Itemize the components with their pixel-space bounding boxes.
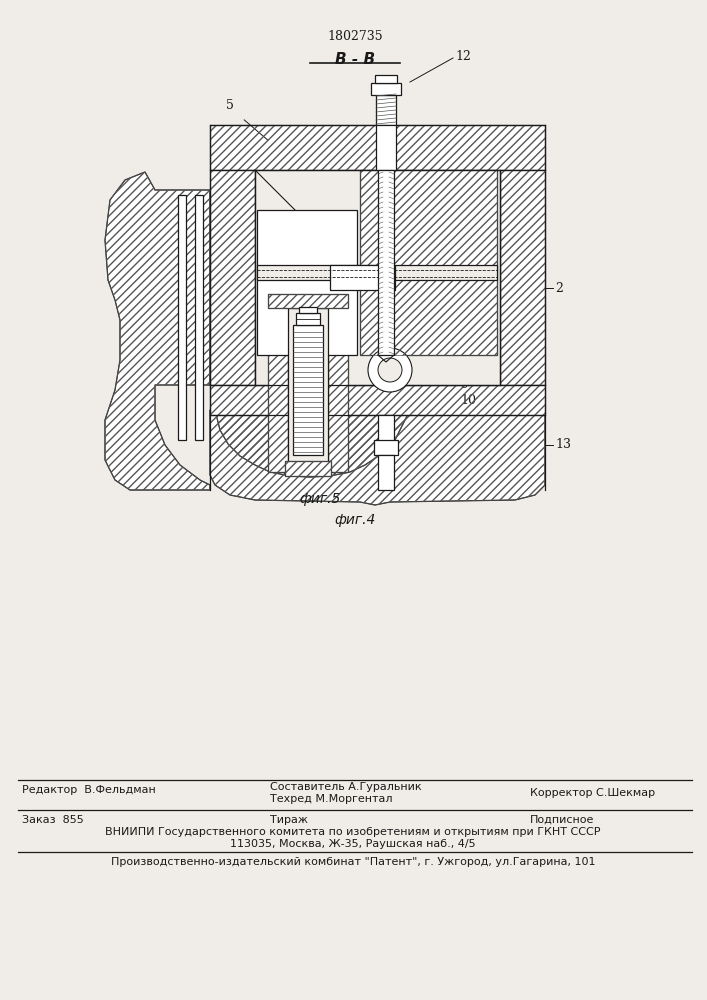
Text: 12: 12	[455, 49, 471, 62]
Bar	[299, 307, 317, 313]
Bar	[268, 294, 348, 308]
Circle shape	[378, 358, 402, 382]
Text: 7: 7	[460, 363, 468, 376]
Bar	[378, 170, 394, 355]
Bar	[257, 210, 357, 355]
Bar	[375, 75, 397, 83]
Text: Тираж: Тираж	[270, 815, 308, 825]
Bar	[376, 95, 396, 125]
Bar	[378, 415, 394, 445]
Bar	[210, 125, 545, 170]
Bar	[500, 170, 545, 385]
Polygon shape	[105, 172, 210, 490]
Bar	[210, 385, 545, 415]
Polygon shape	[268, 308, 348, 472]
Text: Редактор  В.Фельдман: Редактор В.Фельдман	[22, 785, 156, 795]
Bar	[371, 83, 401, 95]
Bar	[285, 461, 331, 476]
Text: Техред М.Моргентал: Техред М.Моргентал	[270, 794, 392, 804]
Polygon shape	[210, 410, 545, 505]
Text: 113035, Москва, Ж-35, Раушская наб., 4/5: 113035, Москва, Ж-35, Раушская наб., 4/5	[230, 839, 476, 849]
Text: Составитель А.Гуральник: Составитель А.Гуральник	[270, 782, 421, 792]
Text: 5: 5	[226, 99, 234, 112]
Text: 5: 5	[460, 296, 468, 310]
Text: Корректор С.Шекмар: Корректор С.Шекмар	[530, 788, 655, 798]
Bar	[255, 170, 500, 385]
Bar	[374, 440, 398, 455]
Bar	[178, 195, 186, 440]
Bar	[500, 170, 545, 385]
Text: 1802735: 1802735	[327, 30, 382, 43]
Circle shape	[368, 348, 412, 392]
Bar	[296, 313, 320, 325]
Text: Подписное: Подписное	[530, 815, 595, 825]
Text: Заказ  855: Заказ 855	[22, 815, 83, 825]
Text: фиг.4: фиг.4	[334, 513, 375, 527]
Text: Производственно-издательский комбинат "Патент", г. Ужгород, ул.Гагарина, 101: Производственно-издательский комбинат "П…	[111, 857, 595, 867]
Bar	[257, 265, 497, 280]
Text: 13: 13	[555, 438, 571, 452]
Bar	[210, 170, 255, 385]
Bar	[268, 308, 288, 472]
Bar	[360, 170, 497, 355]
Bar	[293, 325, 323, 455]
Bar	[378, 455, 394, 490]
Text: Г-Г: Г-Г	[256, 275, 280, 289]
Bar	[360, 170, 497, 355]
Bar	[195, 195, 203, 440]
Text: 6: 6	[460, 349, 468, 361]
Text: 8: 8	[320, 275, 328, 288]
Bar	[268, 308, 288, 472]
Bar	[330, 265, 395, 290]
Bar	[376, 125, 396, 170]
Text: В - В: В - В	[335, 52, 375, 67]
Bar	[268, 294, 348, 308]
Text: фиг.5: фиг.5	[299, 492, 341, 506]
Bar	[210, 170, 255, 385]
Polygon shape	[213, 291, 420, 477]
Bar	[210, 125, 545, 170]
Text: ВНИИПИ Государственного комитета по изобретениям и открытиям при ГКНТ СССР: ВНИИПИ Государственного комитета по изоб…	[105, 827, 601, 837]
Bar	[328, 308, 348, 472]
Bar	[210, 385, 545, 415]
Bar	[285, 461, 331, 476]
Bar	[288, 308, 328, 472]
Text: 14: 14	[460, 328, 476, 342]
Bar	[328, 308, 348, 472]
Text: 10: 10	[460, 393, 476, 406]
Text: 2: 2	[555, 282, 563, 294]
Text: 9: 9	[460, 378, 468, 391]
